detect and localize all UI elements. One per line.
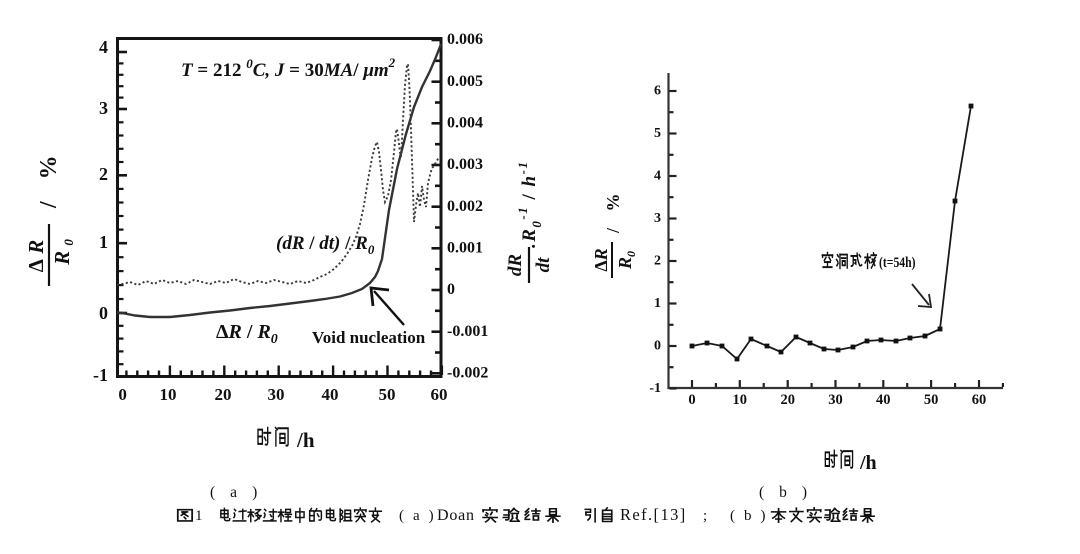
svg-text:/h: /h: [296, 428, 315, 452]
svg-text:(b): (b): [730, 508, 766, 524]
svg-text:0: 0: [99, 303, 108, 323]
svg-text:0.003: 0.003: [447, 156, 483, 173]
svg-text:dR: dR: [505, 254, 526, 276]
svg-text:Doan: Doan: [437, 507, 475, 524]
svg-text:60: 60: [972, 392, 987, 408]
svg-text:30: 30: [268, 385, 285, 404]
svg-text:10: 10: [160, 385, 177, 404]
svg-text:20: 20: [780, 392, 795, 408]
svg-text:-1: -1: [649, 381, 661, 396]
svg-text:0.002: 0.002: [447, 198, 483, 215]
svg-text:(b): (b): [759, 484, 807, 501]
svg-text:0.006: 0.006: [447, 31, 483, 48]
svg-text:1: 1: [99, 232, 108, 252]
svg-text:(dR / dt) / R0: (dR / dt) / R0: [276, 233, 375, 257]
svg-text:3: 3: [99, 98, 108, 118]
svg-text:0: 0: [118, 385, 127, 404]
svg-text:10: 10: [733, 392, 748, 408]
svg-text:;: ;: [703, 508, 707, 524]
svg-text:ΔR: ΔR: [591, 248, 611, 271]
svg-text:-0.001: -0.001: [447, 323, 488, 340]
svg-text:(t=54h): (t=54h): [879, 254, 916, 271]
svg-text:30: 30: [828, 392, 843, 408]
svg-text:/ %: / %: [603, 187, 623, 234]
svg-text:50: 50: [924, 392, 939, 408]
svg-text:ΔR / R0: ΔR / R0: [216, 321, 278, 347]
svg-text:(a): (a): [399, 508, 434, 524]
svg-text:40: 40: [322, 385, 339, 404]
svg-text:0: 0: [447, 281, 455, 298]
svg-text:-0.002: -0.002: [447, 364, 488, 381]
svg-text:Void nucleation: Void nucleation: [312, 328, 426, 347]
svg-text:0.001: 0.001: [447, 239, 483, 256]
svg-text:R 0: R 0: [50, 239, 76, 266]
svg-text:40: 40: [876, 392, 891, 408]
svg-text:Δ R: Δ R: [24, 240, 48, 272]
svg-text:4: 4: [654, 169, 661, 184]
svg-text:1: 1: [195, 508, 203, 524]
svg-text:Ref.[13]: Ref.[13]: [620, 505, 687, 524]
svg-text:(a): (a): [210, 484, 257, 501]
svg-text:20: 20: [215, 385, 232, 404]
svg-text:60: 60: [431, 385, 448, 404]
svg-text:0: 0: [654, 339, 661, 354]
svg-text:0.005: 0.005: [447, 73, 483, 90]
svg-text:3: 3: [654, 211, 661, 226]
svg-text:0: 0: [688, 392, 695, 408]
svg-text:-1: -1: [93, 365, 108, 385]
svg-text:50: 50: [379, 385, 396, 404]
svg-text:2: 2: [654, 254, 661, 269]
svg-text:1: 1: [654, 296, 661, 311]
svg-text:2: 2: [99, 164, 108, 184]
svg-text:/ %: / %: [36, 147, 62, 209]
svg-text:5: 5: [654, 126, 661, 141]
svg-text:4: 4: [99, 37, 108, 57]
svg-text:dt: dt: [533, 257, 554, 273]
svg-text:.R0-1 / h-1: .R0-1 / h-1: [515, 161, 544, 248]
svg-text:/h: /h: [859, 452, 877, 474]
svg-text:R0: R0: [615, 251, 638, 270]
svg-text:T = 212 0C, J = 30MA/ μm2: T = 212 0C, J = 30MA/ μm2: [181, 55, 396, 81]
svg-text:6: 6: [654, 84, 661, 99]
svg-text:0.004: 0.004: [447, 114, 483, 131]
